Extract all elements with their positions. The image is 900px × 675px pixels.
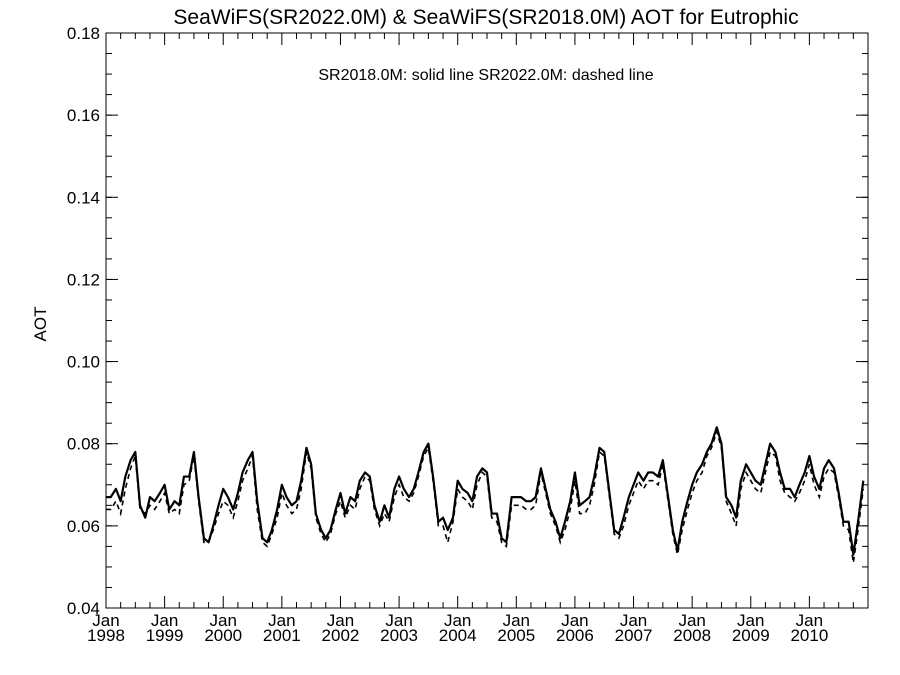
x-tick-month: Jan	[151, 611, 178, 630]
x-tick-year: 2009	[732, 626, 770, 645]
x-tick-year: 1999	[146, 626, 184, 645]
x-tick-year: 2001	[263, 626, 301, 645]
x-tick-month: Jan	[385, 611, 412, 630]
y-tick-label: 0.08	[67, 435, 100, 454]
y-tick-label: 0.06	[67, 517, 100, 536]
x-tick-month: Jan	[620, 611, 647, 630]
plot-frame	[105, 32, 869, 609]
y-tick-label: 0.04	[67, 599, 100, 618]
y-tick-label: 0.16	[67, 106, 100, 125]
chart-title: SeaWiFS(SR2022.0M) & SeaWiFS(SR2018.0M) …	[173, 6, 798, 29]
series-group	[106, 426, 865, 563]
x-tick-year: 2005	[497, 626, 535, 645]
y-tick-label: 0.18	[67, 24, 100, 43]
y-tick-label: 0.14	[67, 188, 100, 207]
x-tick-year: 2008	[673, 626, 711, 645]
x-tick-month: Jan	[796, 611, 823, 630]
x-tick-month: Jan	[327, 611, 354, 630]
y-tick-label: 0.12	[67, 270, 100, 289]
x-tick-year: 2006	[556, 626, 594, 645]
x-tick-month: Jan	[737, 611, 764, 630]
y-tick-labels: 0.04 0.06 0.08 0.10 0.12 0.14 0.16 0.18	[67, 24, 100, 618]
y-axis-label: AOT	[31, 307, 50, 342]
x-tick-labels: Jan1998Jan1999Jan2000Jan2001Jan2002Jan20…	[87, 611, 828, 645]
axis-ticks	[105, 32, 868, 609]
x-tick-year: 2004	[439, 626, 477, 645]
x-tick-year: 2007	[615, 626, 653, 645]
y-tick-label: 0.10	[67, 353, 100, 372]
x-tick-year: 2000	[204, 626, 242, 645]
x-tick-month: Jan	[268, 611, 295, 630]
x-tick-month: Jan	[503, 611, 530, 630]
x-tick-month: Jan	[561, 611, 588, 630]
x-tick-year: 2003	[380, 626, 418, 645]
x-tick-month: Jan	[210, 611, 237, 630]
x-tick-month: Jan	[678, 611, 705, 630]
x-tick-year: 2002	[322, 626, 360, 645]
x-tick-year: 2010	[790, 626, 828, 645]
line-style-annotation: SR2018.0M: solid line SR2022.0M: dashed …	[318, 67, 653, 84]
x-tick-month: Jan	[444, 611, 471, 630]
sr2022-dashed-series-line	[106, 428, 865, 563]
x-tick-year: 1998	[87, 626, 125, 645]
sr2018-solid-series-line	[106, 426, 865, 556]
x-tick-month: Jan	[92, 611, 119, 630]
